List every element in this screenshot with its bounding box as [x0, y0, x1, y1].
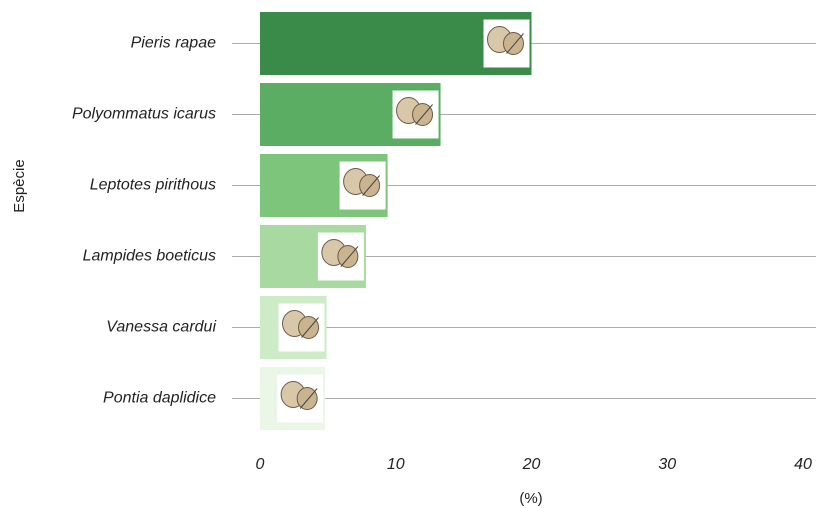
- y-tick-label: Pieris rapae: [131, 35, 216, 52]
- x-axis-label: (%): [519, 490, 542, 507]
- y-tick-label: Polyommatus icarus: [72, 106, 216, 123]
- y-tick-label: Lampides boeticus: [83, 248, 216, 265]
- x-tick-label: 10: [387, 456, 405, 473]
- x-tick-label: 40: [794, 456, 812, 473]
- x-tick-label: 0: [256, 456, 265, 473]
- y-axis-label: Espècie: [11, 159, 28, 212]
- butterfly-image: [277, 375, 323, 423]
- butterfly-image: [279, 304, 325, 352]
- x-tick-label: 30: [658, 456, 676, 473]
- butterfly-image: [318, 233, 364, 281]
- y-tick-label: Leptotes pirithous: [90, 177, 216, 194]
- butterfly-image: [340, 162, 386, 210]
- butterfly-image: [484, 20, 530, 68]
- butterfly-image: [393, 91, 439, 139]
- chart: Espècie (%) 0 10 20 30 40 Pieris rapae Polyomm…: [0, 0, 816, 508]
- y-tick-label: Vanessa cardui: [106, 319, 216, 336]
- y-tick-label: Pontia daplidice: [103, 390, 216, 407]
- x-tick-label: 20: [522, 456, 541, 473]
